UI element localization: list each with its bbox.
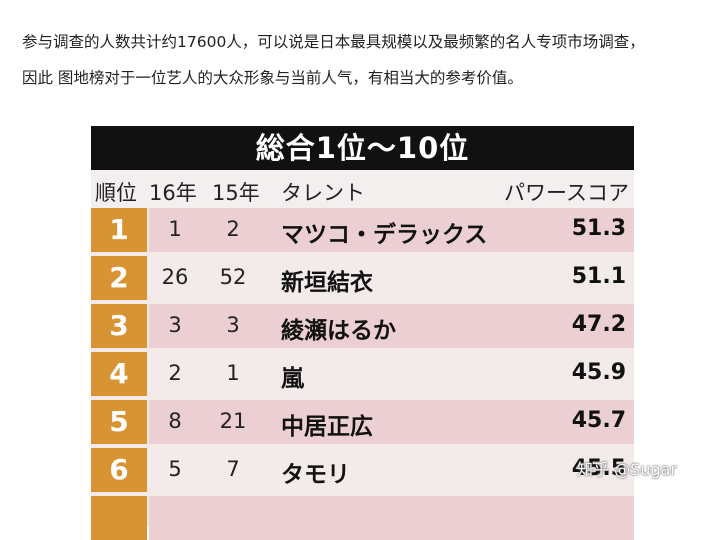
rank-2015: 1	[226, 361, 240, 385]
rank-2015: 7	[226, 457, 240, 481]
power-score: 51.1	[571, 264, 626, 289]
row-cells: 3 3 綾瀬はるか 47.2	[149, 304, 634, 348]
rank-2016: 1	[168, 217, 182, 241]
table-row: 6 5 7 タモリ 45.5	[91, 448, 634, 492]
talent-name: 中居正広	[281, 414, 373, 440]
table-row: 3 3 3 綾瀬はるか 47.2	[91, 304, 634, 348]
power-score: 45.9	[571, 360, 626, 385]
row-cells	[149, 496, 634, 540]
talent-name: 綾瀬はるか	[281, 318, 396, 344]
table-row: 1 1 2 マツコ・デラックス 51.3	[91, 208, 634, 252]
row-cells: 5 7 タモリ 45.5	[149, 448, 634, 492]
rank-cell: 5	[91, 400, 147, 444]
power-score: 51.3	[571, 216, 626, 241]
rank-2015: 3	[226, 313, 240, 337]
rank-cell: 4	[91, 352, 147, 396]
table-row: 2 26 52 新垣結衣 51.1	[91, 256, 634, 300]
header-2015: 15年	[212, 181, 260, 205]
rank-2015: 21	[219, 409, 247, 433]
header-talent: タレント	[281, 181, 365, 205]
talent-name: マツコ・デラックス	[281, 222, 488, 248]
header-score: パワースコア	[504, 181, 629, 205]
rank-2016: 3	[168, 313, 182, 337]
rank-2016: 8	[168, 409, 182, 433]
power-score: 45.7	[571, 408, 626, 433]
row-cells: 1 2 マツコ・デラックス 51.3	[149, 208, 634, 252]
row-cells: 26 52 新垣結衣 51.1	[149, 256, 634, 300]
rank-cell: 1	[91, 208, 147, 252]
rank-cell: 6	[91, 448, 147, 492]
table-header: 順位 16年 15年 タレント パワースコア	[91, 170, 634, 208]
table-row: 5 8 21 中居正広 45.7	[91, 400, 634, 444]
rank-2016: 2	[168, 361, 182, 385]
rank-2016: 26	[161, 265, 189, 289]
intro-text: 参与调查的人数共计约17600人，可以说是日本最具规模以及最频繁的名人专项市场调…	[22, 24, 712, 96]
rank-2015: 2	[226, 217, 240, 241]
talent-name: 新垣結衣	[281, 270, 373, 296]
row-cells: 8 21 中居正広 45.7	[149, 400, 634, 444]
table-row-partial	[91, 496, 634, 540]
rank-cell: 3	[91, 304, 147, 348]
ranking-table-image: 総合1位～10位 順位 16年 15年 タレント パワースコア 1 1 2 マツ…	[91, 126, 634, 540]
rank-2016: 5	[168, 457, 182, 481]
rank-cell: 2	[91, 256, 147, 300]
rank-2015: 52	[219, 265, 247, 289]
header-rank: 順位	[95, 181, 137, 205]
intro-line-2: 因此 图地榜对于一位艺人的大众形象与当前人气，有相当大的参考价值。	[22, 69, 523, 87]
row-cells: 2 1 嵐 45.9	[149, 352, 634, 396]
table-row: 4 2 1 嵐 45.9	[91, 352, 634, 396]
talent-name: 嵐	[281, 366, 304, 392]
intro-line-1: 参与调查的人数共计约17600人，可以说是日本最具规模以及最频繁的名人专项市场调…	[22, 33, 645, 51]
power-score: 47.2	[571, 312, 626, 337]
header-2016: 16年	[149, 181, 197, 205]
watermark: 知乎 @Sugar	[577, 460, 677, 479]
talent-name: タモリ	[281, 462, 350, 488]
table-title: 総合1位～10位	[91, 126, 634, 170]
power-score: 45.5	[571, 456, 626, 481]
rank-cell	[91, 496, 147, 540]
